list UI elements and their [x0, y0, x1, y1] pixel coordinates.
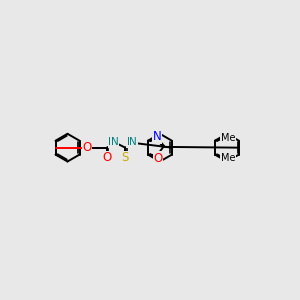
- Text: H: H: [108, 137, 116, 147]
- Text: Me: Me: [221, 153, 235, 163]
- Text: Me: Me: [221, 133, 235, 142]
- Text: O: O: [153, 152, 163, 165]
- Text: N: N: [153, 130, 161, 143]
- Text: H: H: [127, 137, 134, 147]
- Text: N: N: [130, 137, 137, 147]
- Text: S: S: [122, 151, 129, 164]
- Text: N: N: [111, 137, 119, 147]
- Text: O: O: [102, 151, 111, 164]
- Text: O: O: [82, 141, 92, 154]
